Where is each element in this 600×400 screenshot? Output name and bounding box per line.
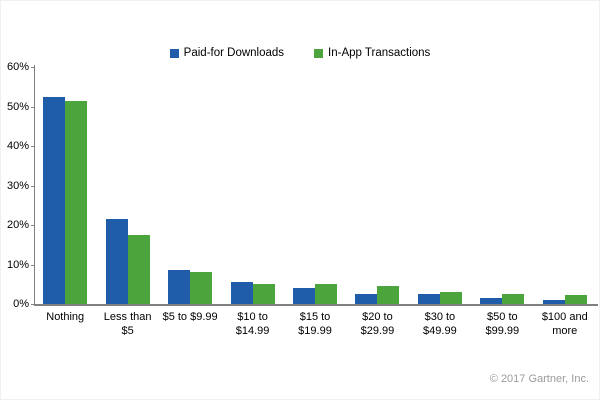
bar-paid-downloads — [355, 294, 378, 304]
legend-item-paid-downloads: Paid-for Downloads — [169, 47, 285, 59]
bar-paid-downloads — [43, 96, 66, 304]
y-axis-tick-mark — [31, 225, 34, 226]
x-axis-category-label: $15 to $19.99 — [298, 311, 332, 337]
y-axis-tick-label: 0% — [13, 298, 29, 310]
x-axis-category-label: Nothing — [46, 311, 85, 323]
bar-paid-downloads — [230, 282, 253, 304]
legend-label-inapp-transactions: In-App Transactions — [328, 47, 431, 59]
bar-inapp-transactions — [502, 294, 525, 304]
bar-inapp-transactions — [564, 295, 587, 304]
y-axis-tick-mark — [31, 264, 34, 266]
y-axis-tick-label: 10% — [6, 258, 29, 271]
x-axis-category-label: $100 and more — [541, 311, 588, 337]
copyright-text: © 2017 Gartner, Inc. — [489, 373, 589, 385]
bar-paid-downloads — [542, 300, 565, 304]
bar-paid-downloads — [480, 298, 503, 304]
legend-swatch-inapp-transactions — [314, 48, 324, 58]
y-axis-tick-label: 20% — [6, 219, 29, 231]
legend-item-inapp-transactions: In-App Transactions — [314, 47, 430, 59]
x-axis-category-label: $50 to $99.99 — [485, 311, 520, 337]
x-axis-category-label: $5 to $9.99 — [162, 311, 218, 323]
y-axis-tick-mark — [31, 67, 34, 68]
x-axis-line — [34, 304, 598, 306]
bar-inapp-transactions — [127, 234, 150, 304]
y-axis-tick-label: 30% — [6, 179, 29, 192]
x-axis-category-label: Less than $5 — [103, 311, 152, 337]
bar-inapp-transactions — [377, 286, 400, 304]
y-axis-tick-mark — [31, 146, 34, 147]
y-axis-line — [34, 65, 35, 304]
x-axis-category-label: $20 to $29.99 — [360, 311, 395, 337]
legend-label-paid-downloads: Paid-for Downloads — [183, 47, 285, 59]
chart-legend: Paid-for Downloads In-App Transactions — [1, 47, 599, 59]
x-axis-category-label: $10 to $14.99 — [235, 311, 270, 337]
y-axis-tick-mark — [31, 185, 34, 187]
y-axis-tick-label: 50% — [6, 100, 29, 113]
bar-paid-downloads — [417, 294, 440, 304]
y-axis-tick-mark — [31, 106, 34, 108]
bar-inapp-transactions — [252, 284, 275, 304]
bar-inapp-transactions — [315, 284, 337, 304]
y-axis-tick-mark — [31, 304, 34, 305]
y-axis-tick-label: 60% — [6, 61, 29, 73]
bar-paid-downloads — [105, 219, 128, 304]
legend-swatch-paid-downloads — [169, 48, 179, 58]
bar-paid-downloads — [293, 288, 315, 304]
x-axis-category-label: $30 to $49.99 — [423, 311, 457, 337]
bar-inapp-transactions — [439, 292, 462, 304]
bar-inapp-transactions — [190, 272, 213, 304]
y-axis-tick-label: 40% — [6, 140, 29, 152]
bar-paid-downloads — [168, 270, 191, 304]
bar-inapp-transactions — [65, 100, 88, 304]
